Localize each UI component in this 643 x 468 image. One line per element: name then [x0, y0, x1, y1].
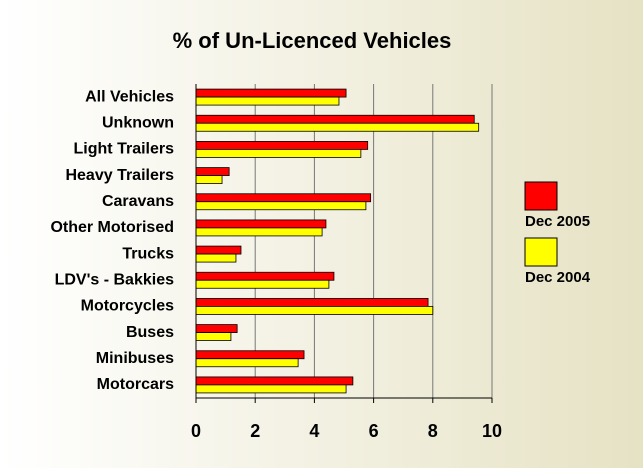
y-tick-label: Motorcars	[97, 376, 174, 393]
bar	[195, 332, 232, 341]
x-tick-label: 6	[369, 421, 379, 441]
bar	[195, 88, 347, 98]
bar	[195, 279, 330, 289]
bar	[195, 219, 327, 229]
bar	[195, 253, 237, 263]
bar	[195, 245, 242, 255]
bar	[195, 306, 434, 315]
x-tick-label: 2	[250, 421, 260, 441]
x-tick-label: 4	[309, 421, 319, 441]
bar	[195, 324, 238, 333]
bar	[195, 141, 369, 150]
y-tick-label: Light Trailers	[74, 141, 175, 158]
bar	[195, 167, 230, 176]
bar	[195, 122, 480, 132]
y-tick-label: Heavy Trailers	[65, 167, 174, 184]
bar	[195, 350, 305, 360]
x-tick-label: 8	[428, 421, 438, 441]
y-tick-label: Unknown	[102, 114, 174, 131]
y-tick-label: All Vehicles	[85, 88, 174, 105]
bar	[195, 201, 367, 211]
bar	[195, 96, 340, 106]
y-tick-label: Caravans	[102, 193, 174, 210]
y-tick-label: Minibuses	[96, 350, 174, 367]
bar	[195, 193, 372, 203]
y-tick-label: Buses	[126, 324, 174, 341]
x-tick-label: 10	[482, 421, 502, 441]
legend-label: Dec 2005	[525, 213, 590, 230]
bar	[195, 227, 323, 237]
legend-label: Dec 2004	[525, 269, 591, 286]
bar	[195, 175, 223, 184]
y-tick-label: Other Motorised	[50, 219, 174, 236]
bar	[195, 384, 347, 394]
bar	[195, 376, 354, 386]
chart-title: % of Un-Licenced Vehicles	[173, 28, 452, 53]
legend-swatch	[524, 181, 558, 211]
legend-swatch	[524, 237, 558, 267]
y-tick-label: LDV's - Bakkies	[55, 271, 175, 288]
y-tick-label: Trucks	[122, 245, 174, 262]
bar	[195, 149, 362, 158]
y-tick-label: Motorcycles	[81, 298, 174, 315]
bar	[195, 298, 429, 307]
x-tick-label: 0	[191, 421, 201, 441]
bar	[195, 271, 335, 281]
bar	[195, 114, 475, 124]
bar	[195, 358, 299, 368]
